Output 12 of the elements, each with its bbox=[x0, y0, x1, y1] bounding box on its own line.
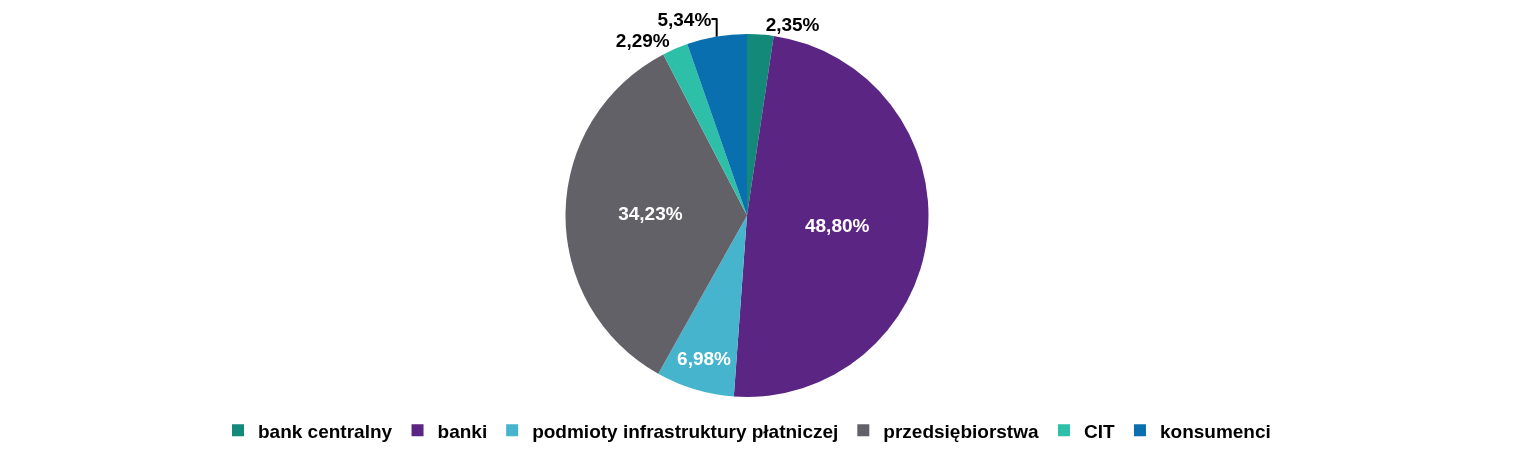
legend-label: konsumenci bbox=[1159, 420, 1271, 442]
data-label: 48,80% bbox=[804, 214, 870, 236]
legend-label: bank centralny bbox=[258, 420, 393, 442]
data-label: 6,98% bbox=[677, 347, 732, 369]
legend-label: banki bbox=[437, 420, 488, 442]
legend-label: przedsiębiorstwa bbox=[883, 420, 1039, 442]
data-label: 5,34% bbox=[657, 8, 712, 30]
data-label: 2,35% bbox=[765, 13, 820, 35]
legend-label: podmioty infrastruktury płatniczej bbox=[532, 420, 839, 442]
legend-label: CIT bbox=[1083, 420, 1115, 442]
data-label: 34,23% bbox=[618, 203, 683, 225]
data-label: 2,29% bbox=[615, 29, 670, 51]
